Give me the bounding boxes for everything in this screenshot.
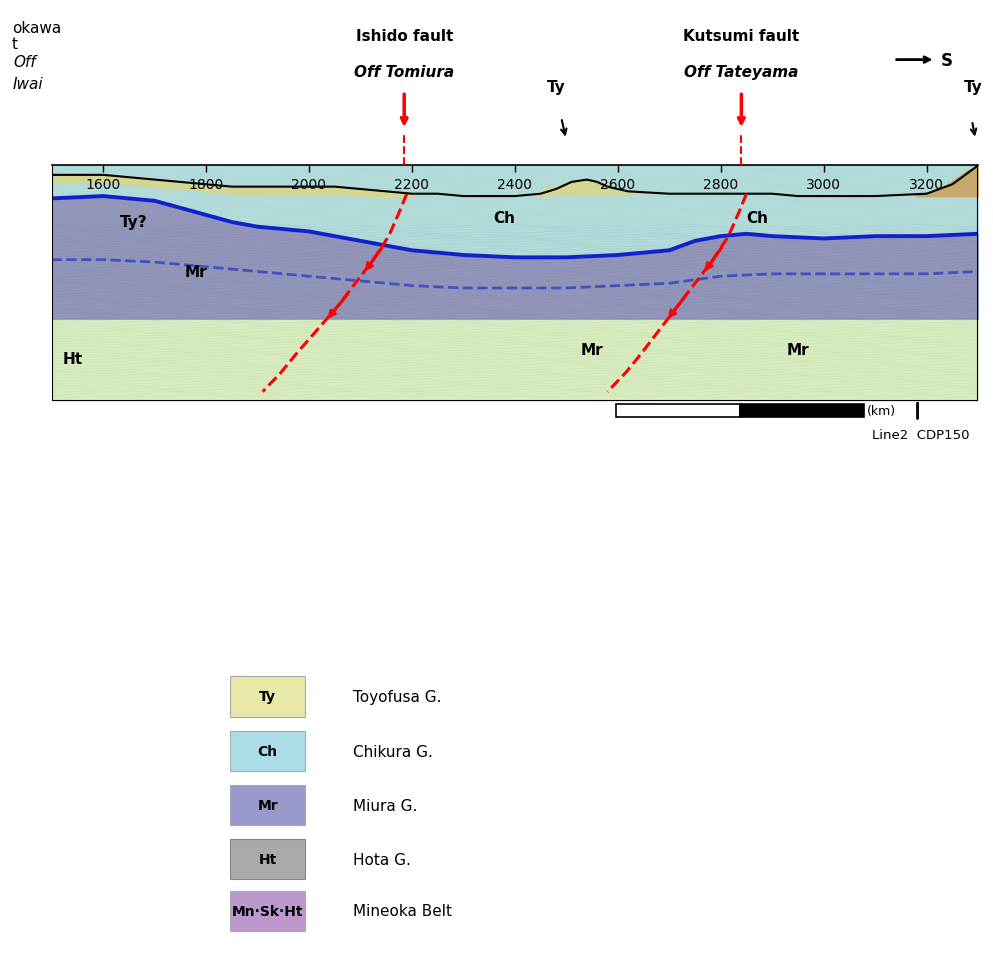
Text: Mr: Mr: [185, 253, 208, 268]
Text: Ty: Ty: [259, 690, 276, 703]
Text: Mr: Mr: [570, 335, 593, 351]
Text: Ht: Ht: [65, 352, 84, 367]
Text: Ht: Ht: [258, 852, 277, 866]
Text: S: S: [940, 52, 952, 69]
Bar: [616, 405, 740, 417]
Text: Hota G.: Hota G.: [353, 851, 410, 867]
Text: Ty: Ty: [547, 80, 566, 95]
Text: Ch: Ch: [746, 194, 768, 209]
Bar: [230, 731, 305, 772]
Text: Ch: Ch: [494, 210, 515, 226]
Text: 0: 0: [612, 387, 620, 401]
Text: Off Tateyama: Off Tateyama: [684, 64, 798, 80]
Text: Ty?: Ty?: [115, 199, 143, 213]
Text: Chikura G.: Chikura G.: [353, 744, 432, 759]
Text: Miura G.: Miura G.: [353, 798, 417, 813]
Text: t: t: [12, 37, 18, 52]
Bar: [740, 405, 864, 417]
Text: okawa: okawa: [12, 21, 62, 37]
Bar: [230, 839, 305, 879]
Text: Ishido fault: Ishido fault: [355, 29, 453, 44]
Text: Mr: Mr: [185, 264, 208, 280]
Text: Kutsumi fault: Kutsumi fault: [683, 29, 799, 44]
Text: Ch: Ch: [257, 745, 278, 758]
Text: Ty?: Ty?: [120, 215, 148, 231]
Text: Mr: Mr: [786, 342, 809, 357]
Text: Ht: Ht: [63, 352, 82, 367]
Bar: [230, 891, 305, 931]
Text: Toyofusa G.: Toyofusa G.: [353, 689, 441, 704]
Text: Ch: Ch: [489, 189, 510, 205]
Text: Off Tomiura: Off Tomiura: [355, 64, 454, 80]
Bar: [230, 677, 305, 717]
Text: Iwai: Iwai: [13, 77, 44, 92]
Bar: [230, 785, 305, 825]
Text: Mr: Mr: [781, 335, 804, 351]
Text: Ty: Ty: [963, 80, 982, 95]
Text: Mn·Sk·Ht: Mn·Sk·Ht: [231, 904, 304, 918]
Text: (km): (km): [867, 405, 896, 417]
Text: Ch: Ch: [746, 210, 768, 226]
Text: Mineoka Belt: Mineoka Belt: [353, 903, 452, 919]
Text: 2: 2: [855, 387, 863, 401]
Text: Line2  CDP150: Line2 CDP150: [872, 429, 969, 442]
Text: Mr: Mr: [581, 342, 604, 357]
Text: Mr: Mr: [257, 799, 278, 812]
Text: Off: Off: [13, 55, 36, 70]
